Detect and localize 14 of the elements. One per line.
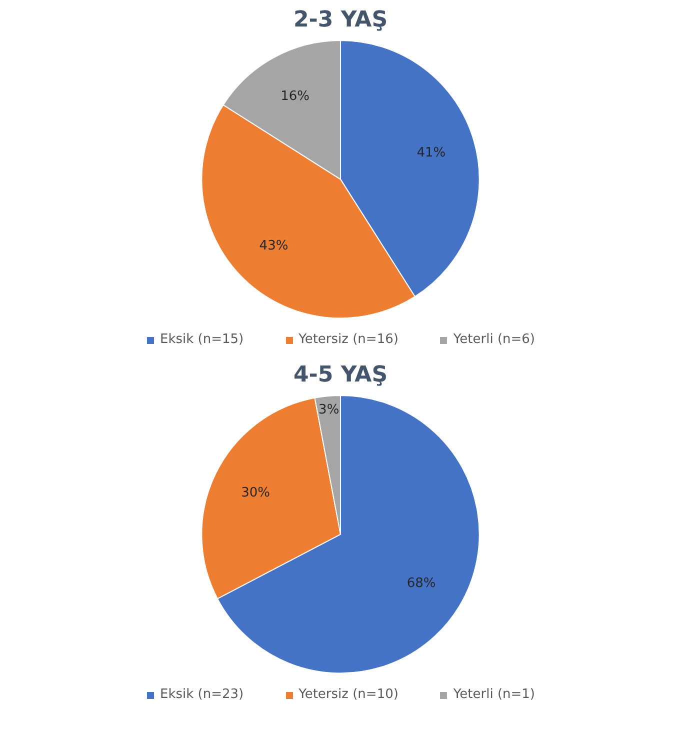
data-label: 16% [280,89,310,104]
data-label: 43% [259,238,288,254]
chart-title: 2-3 YAŞ [293,8,388,32]
legend-label: Yeterli (n=6) [453,332,535,347]
data-label: 3% [318,402,340,418]
legend-label: Eksik (n=23) [160,687,244,702]
data-label: 30% [241,486,270,501]
legend-label: Eksik (n=15) [160,332,244,347]
legend-label: Yetersiz (n=16) [298,332,398,347]
legend-label: Yeterli (n=1) [453,687,535,702]
legend-label: Yetersiz (n=10) [298,687,398,702]
data-label: 41% [416,145,446,160]
data-label: 68% [406,576,436,591]
chart-title: 4-5 YAŞ [293,362,388,388]
